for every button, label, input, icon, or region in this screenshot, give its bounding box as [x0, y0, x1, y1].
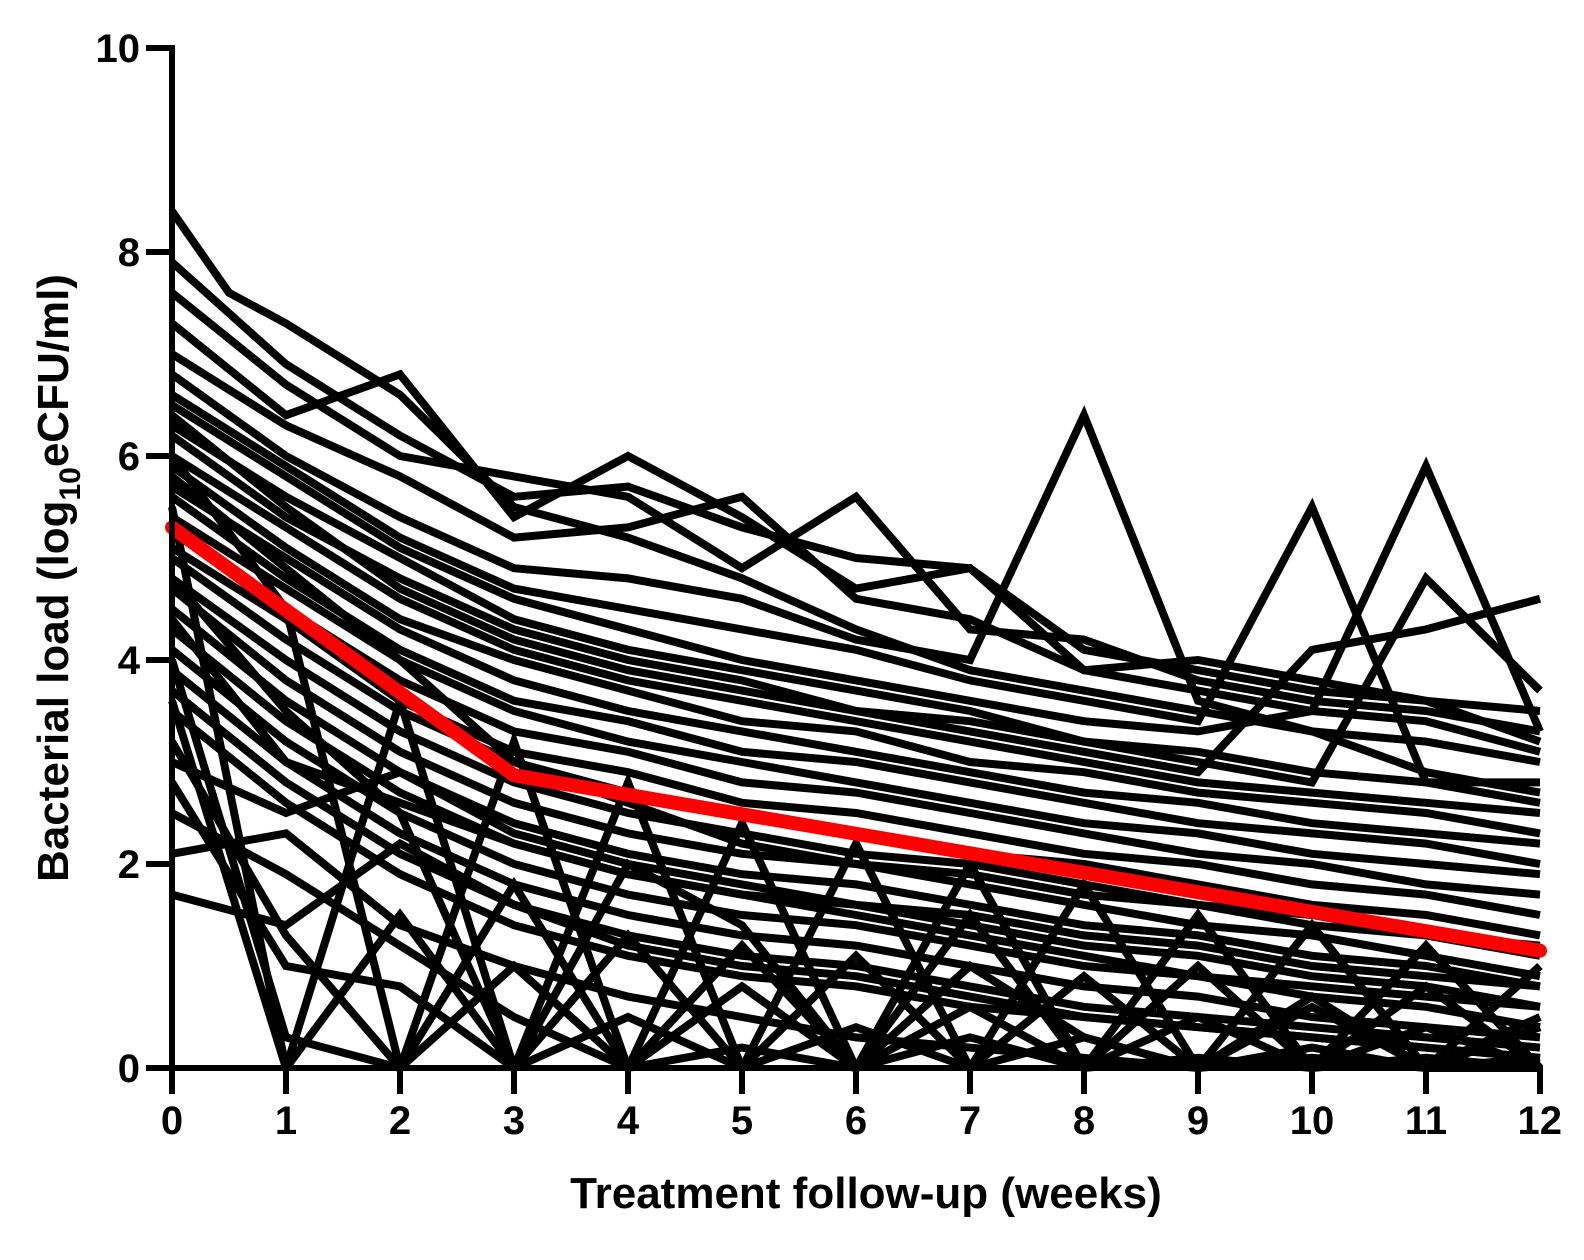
individual-series-line	[171, 829, 1540, 1073]
x-tick-label: 2	[389, 1099, 411, 1143]
mean-series-layer	[165, 520, 1547, 958]
x-axis-title: Treatment follow-up (weeks)	[570, 1169, 1162, 1218]
x-tick-label: 3	[503, 1099, 525, 1143]
individual-series-line	[170, 838, 1541, 1062]
x-tick-label: 7	[959, 1099, 981, 1143]
individual-series-line	[170, 758, 1541, 991]
x-tick-label: 11	[1405, 1099, 1447, 1143]
x-tick-label: 10	[1290, 1099, 1335, 1143]
y-tick-label: 2	[118, 843, 140, 887]
individual-series-line	[168, 616, 1541, 1011]
individual-series-line	[169, 483, 1541, 848]
individual-series-line	[169, 422, 1543, 787]
x-tick-label: 5	[731, 1099, 753, 1143]
x-tick-label: 1	[275, 1099, 297, 1143]
individual-series-line	[169, 687, 1541, 1052]
y-tick-label: 10	[96, 27, 141, 71]
x-tick-label: 0	[161, 1099, 183, 1143]
y-axis-title-subscript: 10	[54, 467, 87, 500]
individual-series-line	[169, 473, 1541, 950]
y-tick-label: 0	[118, 1047, 140, 1091]
individual-series-line	[169, 259, 1541, 715]
y-axis-title-main: Bacterial load (log	[29, 501, 78, 882]
individual-series-line	[168, 780, 1541, 1073]
individual-series-line	[169, 493, 1541, 868]
individual-series-line	[169, 524, 1541, 899]
x-tick-label: 4	[617, 1099, 640, 1143]
x-tick-label: 9	[1187, 1099, 1209, 1143]
individual-series-line	[169, 320, 1542, 746]
y-tick-label: 6	[118, 435, 140, 479]
individual-series-line	[169, 667, 1541, 1042]
y-axis-title-unit: eCFU/ml)	[29, 274, 78, 467]
y-tick-label: 8	[118, 231, 140, 275]
x-tick-label: 12	[1518, 1099, 1563, 1143]
individual-series-line	[169, 462, 1541, 838]
individual-series-line	[169, 391, 1540, 787]
individual-series-layer	[168, 208, 1544, 1082]
x-tick-label: 6	[845, 1099, 867, 1143]
individual-series-line	[169, 371, 1541, 766]
x-tick-label: 8	[1073, 1099, 1095, 1143]
mean-series-line	[165, 520, 1547, 958]
y-axis-title: Bacterial load (log10eCFU/ml)	[29, 274, 87, 882]
individual-series-line	[169, 401, 1544, 736]
individual-series-line	[169, 412, 1541, 807]
individual-series-line	[169, 289, 1541, 736]
individual-series-line	[169, 452, 1541, 817]
individual-series-line	[168, 699, 1542, 1077]
y-tick-label: 4	[118, 639, 141, 683]
